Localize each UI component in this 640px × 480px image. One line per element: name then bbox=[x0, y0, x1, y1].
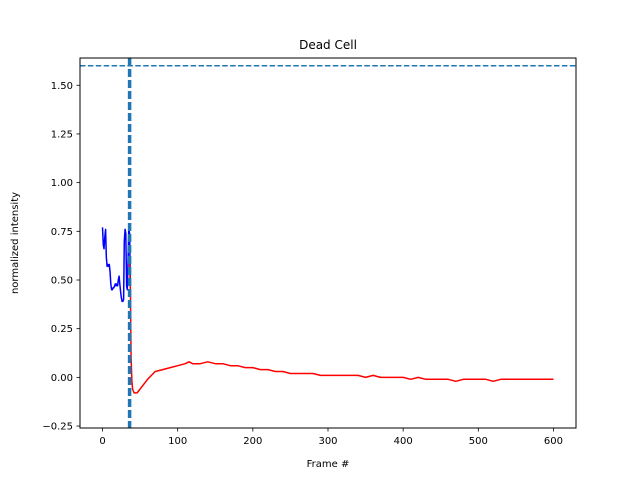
y-tick-label: 1.25 bbox=[51, 129, 73, 140]
x-tick-label: 100 bbox=[168, 436, 187, 447]
series-line-1 bbox=[101, 227, 132, 303]
y-tick-label: 0.50 bbox=[51, 276, 73, 287]
series-line-2 bbox=[128, 264, 554, 394]
x-axis: 0 100 200 300 400 500 600 bbox=[99, 428, 563, 447]
y-axis-label: normalized intensity bbox=[10, 192, 21, 294]
y-tick-label: 1.50 bbox=[51, 81, 73, 92]
x-axis-label: Frame # bbox=[307, 459, 350, 470]
x-tick-label: 600 bbox=[544, 436, 563, 447]
x-tick-label: 400 bbox=[394, 436, 413, 447]
y-tick-label: 0.75 bbox=[51, 227, 73, 238]
chart-title: Dead Cell bbox=[299, 38, 357, 52]
reference-lines bbox=[80, 58, 576, 428]
plot-area bbox=[101, 227, 554, 394]
y-tick-label: 0.25 bbox=[51, 324, 73, 335]
x-tick-label: 200 bbox=[243, 436, 262, 447]
y-tick-label: 0.00 bbox=[51, 373, 73, 384]
x-tick-label: 300 bbox=[318, 436, 337, 447]
x-tick-label: 0 bbox=[99, 436, 105, 447]
y-tick-label: −0.25 bbox=[42, 422, 73, 433]
x-tick-label: 500 bbox=[469, 436, 488, 447]
y-tick-label: 1.00 bbox=[51, 178, 73, 189]
y-axis: −0.25 0.00 0.25 0.50 0.75 1.00 1.25 1.50 bbox=[42, 81, 80, 433]
